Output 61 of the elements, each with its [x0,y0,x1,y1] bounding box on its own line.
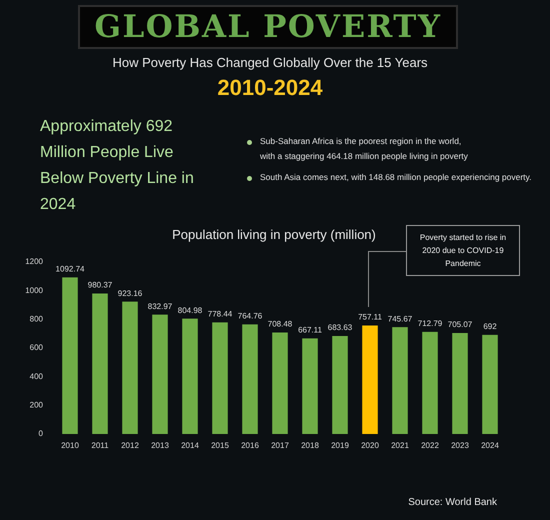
x-tick-label: 2021 [391,441,410,450]
data-label: 683.63 [328,323,353,332]
data-label: 804.98 [178,306,203,315]
y-tick-label: 1200 [25,257,44,266]
bar [392,327,408,434]
data-label: 832.97 [148,302,173,311]
data-label: 705.07 [448,320,473,330]
bar [62,277,78,434]
y-tick-label: 0 [38,429,44,438]
data-label: 1092.74 [56,264,86,274]
bar [362,325,378,434]
text: Sub-Saharan Africa is the poorest region in the world, with a staggering 464.18 million people living in poverty [260,135,469,163]
x-tick-label: 2018 [301,441,320,450]
x-tick-label: 2019 [331,441,350,450]
bar [452,332,468,434]
x-tick-label: 2022 [421,441,440,450]
bar [482,334,498,434]
x-tick-label: 2016 [241,441,260,450]
data-label: 692 [483,322,498,332]
y-tick-label: 800 [30,314,44,324]
data-label: 708.48 [268,320,293,329]
x-tick-label: 2010 [61,441,80,450]
bar [122,302,138,434]
x-tick-label: 2012 [121,441,140,450]
text: South Asia comes next, with 148.68 million people experiencing poverty. [260,171,533,184]
bar [212,322,228,434]
bar [92,293,108,434]
bar [422,332,438,434]
y-tick-label: 400 [30,372,44,381]
chart-subtitle: How Poverty Has Changed Globally Over the 15 Years [111,55,429,70]
chart-title: GLOBAL POVERTY [78,5,458,49]
x-tick-label: 2015 [211,441,230,450]
bar [302,338,318,434]
y-tick-label: 600 [30,343,44,352]
x-tick-label: 2013 [151,441,170,450]
x-tick-label: 2023 [451,441,470,450]
y-tick-label: 200 [30,400,44,410]
x-tick-label: 2017 [271,441,290,450]
x-tick-label: 2020 [361,441,380,450]
annotation: Poverty started to rise in 2020 due to COVID-19 Pandemic [418,232,508,270]
data-label: 764.76 [238,312,263,321]
data-label: 778.44 [208,310,233,319]
data-label: 923.16 [118,288,143,298]
y-tick-label: 1000 [25,286,44,295]
text: Approximately 692 Million People Live Below Poverty Line in 2024 [40,117,195,215]
x-tick-label: 2024 [481,441,500,450]
y-axis-title: Population living in poverty (million) [172,227,376,242]
x-tick-label: 2011 [91,441,110,450]
bar [272,332,288,434]
data-label: 980.37 [88,280,113,290]
bar [242,324,258,434]
bar [182,318,198,434]
source-note: Source: World Bank [408,497,497,508]
bar [152,314,168,434]
data-label: 745.67 [388,314,413,324]
x-tick-label: 2014 [181,441,200,450]
data-label: 712.79 [418,319,443,328]
text: 2010-2024 [216,75,324,101]
data-label: 667.11 [298,326,322,335]
data-label: 757.11 [358,312,382,322]
bar [332,336,348,434]
